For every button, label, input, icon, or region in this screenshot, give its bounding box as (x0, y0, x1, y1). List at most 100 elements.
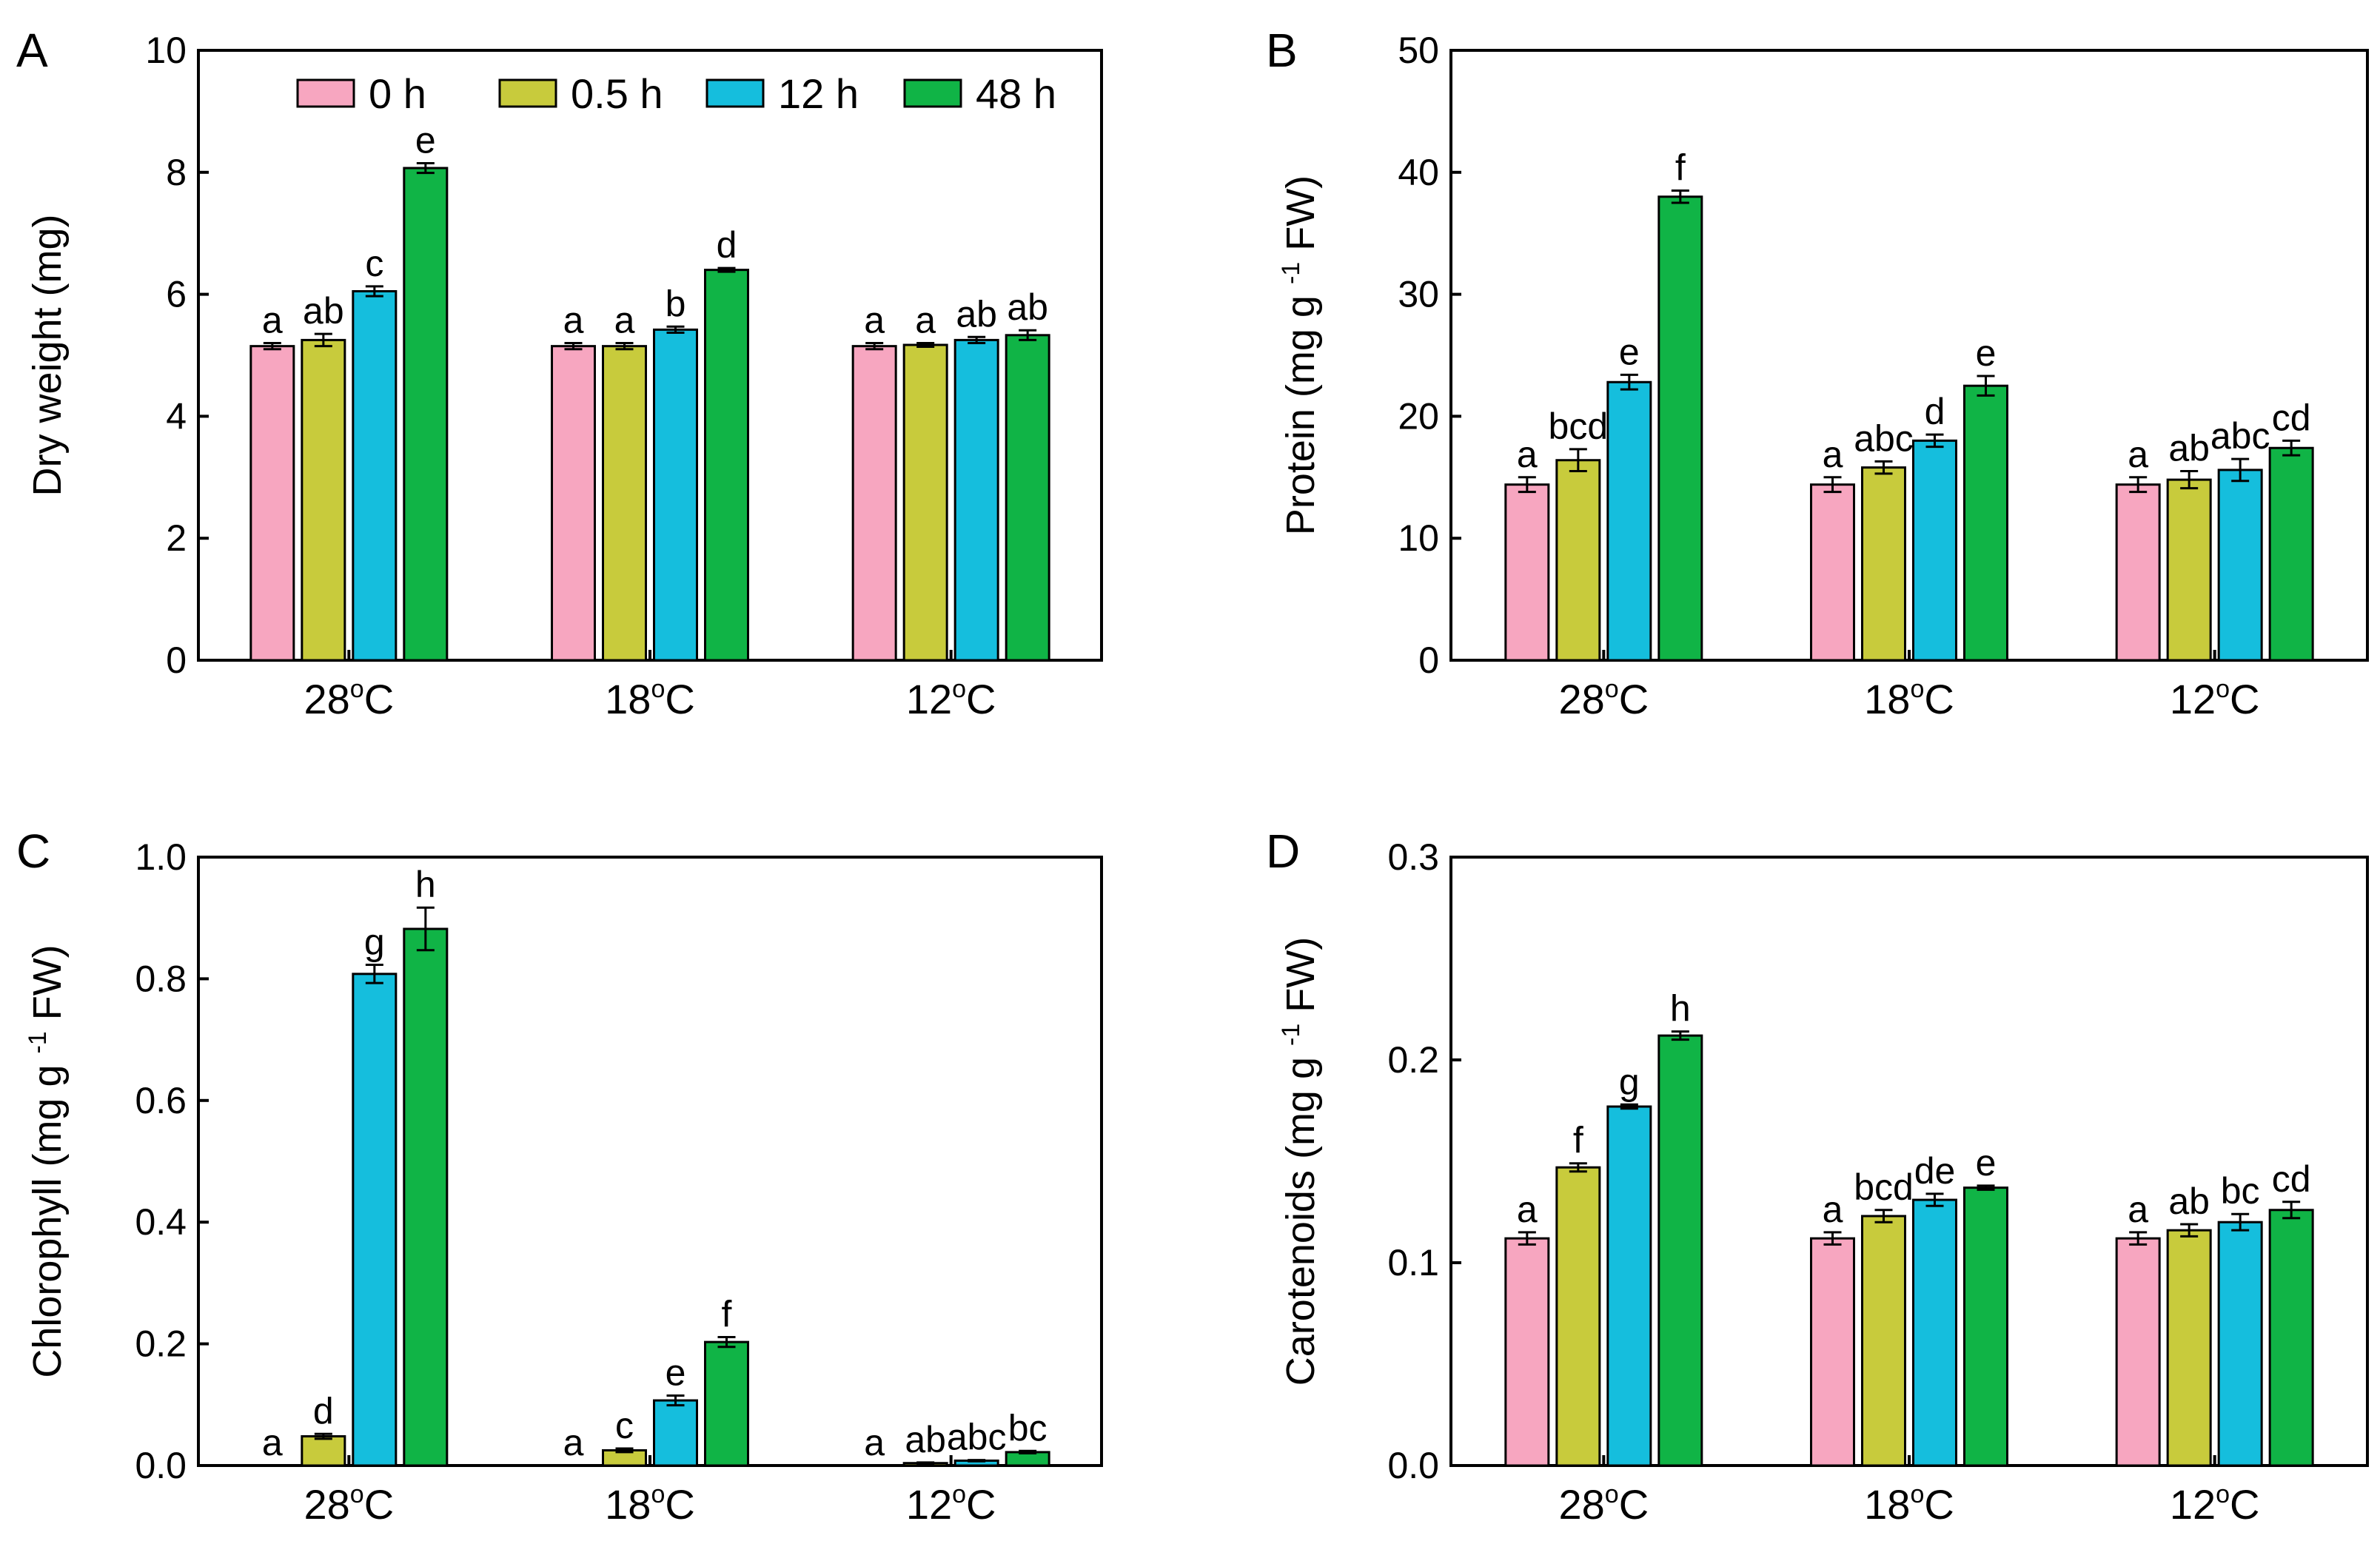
y-tick-label: 0.4 (135, 1201, 187, 1243)
bar (2268, 1209, 2314, 1467)
y-tick-label: 40 (1398, 152, 1439, 193)
bar (2166, 478, 2212, 662)
bar (1657, 1034, 1703, 1467)
significance-label: d (313, 1390, 334, 1431)
significance-label: a (1517, 434, 1538, 475)
bar (704, 1340, 749, 1467)
significance-label: a (1823, 434, 1843, 475)
bar (1963, 1186, 2008, 1467)
bar (301, 338, 346, 662)
significance-label: a (1823, 1189, 1843, 1230)
significance-label: bc (1008, 1407, 1047, 1448)
category-label: 12oC (2170, 675, 2260, 722)
y-tick-label: 0.0 (135, 1445, 187, 1486)
significance-label: ab (2168, 428, 2210, 469)
bar (1606, 1105, 1652, 1467)
y-tick-label: 2 (166, 517, 187, 559)
significance-label: a (1517, 1189, 1538, 1230)
panel-letter: A (16, 24, 48, 77)
bar (1504, 483, 1550, 662)
significance-label: bcd (1549, 406, 1609, 447)
significance-label: a (563, 300, 584, 341)
bar (653, 328, 698, 662)
significance-label: e (1619, 331, 1640, 372)
y-tick-label: 8 (166, 152, 187, 193)
significance-label: d (1925, 391, 1945, 432)
significance-label: e (415, 119, 436, 161)
legend-label: 48 h (976, 70, 1056, 117)
bar (403, 167, 449, 662)
category-label: 18oC (1864, 1480, 1954, 1528)
significance-label: abc (1854, 417, 1914, 459)
plot-frame (197, 856, 1103, 1467)
y-tick-label: 0.8 (135, 958, 187, 999)
bar (1861, 466, 1906, 662)
category-label: 12oC (906, 675, 996, 722)
bar (1555, 459, 1601, 662)
significance-label: e (1976, 332, 1997, 374)
significance-label: a (262, 1422, 283, 1463)
significance-label: c (615, 1405, 634, 1446)
category-label: 18oC (605, 675, 695, 722)
significance-label: bcd (1854, 1166, 1914, 1208)
panel-letter: D (1266, 825, 1300, 878)
bar (602, 345, 647, 662)
legend-swatch (903, 78, 962, 108)
y-tick-label: 0.0 (1387, 1445, 1439, 1486)
legend-label: 12 h (778, 70, 859, 117)
bar (1504, 1237, 1550, 1467)
bar (1912, 1198, 1957, 1467)
significance-label: c (365, 243, 383, 284)
significance-label: a (864, 300, 885, 341)
legend-label: 0 h (369, 70, 426, 117)
bar (1555, 1166, 1601, 1467)
significance-label: ab (303, 290, 344, 332)
significance-label: h (1670, 988, 1691, 1030)
significance-label: f (1573, 1120, 1583, 1161)
bar (1005, 334, 1050, 662)
bar (1963, 384, 2008, 662)
legend-swatch (705, 78, 765, 108)
y-tick-label: 30 (1398, 274, 1439, 315)
y-tick-label: 1.0 (135, 836, 187, 878)
bar (2217, 1221, 2263, 1467)
legend: 0 h 0.5 h 12 h 48 h (296, 70, 1056, 117)
category-label: 28oC (304, 675, 394, 722)
y-tick-label: 10 (145, 30, 187, 71)
panel-c: C 0.0 0.2 0.4 0.6 0.8 1.0 Chlorophyll (mg g -1 … (16, 825, 1103, 1528)
significance-label: g (364, 921, 385, 962)
significance-label: ab (2168, 1181, 2210, 1222)
bar (2115, 1237, 2161, 1467)
bar (1810, 1237, 1855, 1467)
y-tick-label: 0.3 (1387, 836, 1439, 878)
category-label: 18oC (605, 1480, 695, 1528)
bar (352, 973, 398, 1467)
bar (2217, 469, 2263, 662)
y-axis-title: Chlorophyll (mg g -1 FW) (24, 944, 70, 1377)
y-axis-title: Dry weight (mg) (25, 214, 70, 496)
y-axis-title: Protein (mg g -1 FW) (1277, 175, 1323, 535)
category-label: 12oC (906, 1480, 996, 1528)
category-label: 18oC (1864, 675, 1954, 722)
bar (704, 269, 749, 662)
y-tick-label: 0 (166, 639, 187, 681)
y-tick-label: 6 (166, 274, 187, 315)
category-label: 28oC (1558, 1480, 1649, 1528)
bar (249, 345, 295, 662)
category-label: 28oC (304, 1480, 394, 1528)
significance-label: de (1914, 1150, 1956, 1192)
legend-label: 0.5 h (571, 70, 663, 117)
bar (352, 289, 398, 662)
y-tick-label: 50 (1398, 30, 1439, 71)
y-tick-label: 0 (1418, 639, 1439, 681)
significance-label: a (563, 1422, 584, 1463)
significance-label: ab (1007, 286, 1048, 328)
bar (653, 1399, 698, 1467)
panel-letter: B (1266, 24, 1298, 77)
legend-swatch (498, 78, 557, 108)
significance-label: e (1976, 1142, 1997, 1184)
y-tick-label: 0.2 (135, 1323, 187, 1365)
category-label: 12oC (2170, 1480, 2260, 1528)
